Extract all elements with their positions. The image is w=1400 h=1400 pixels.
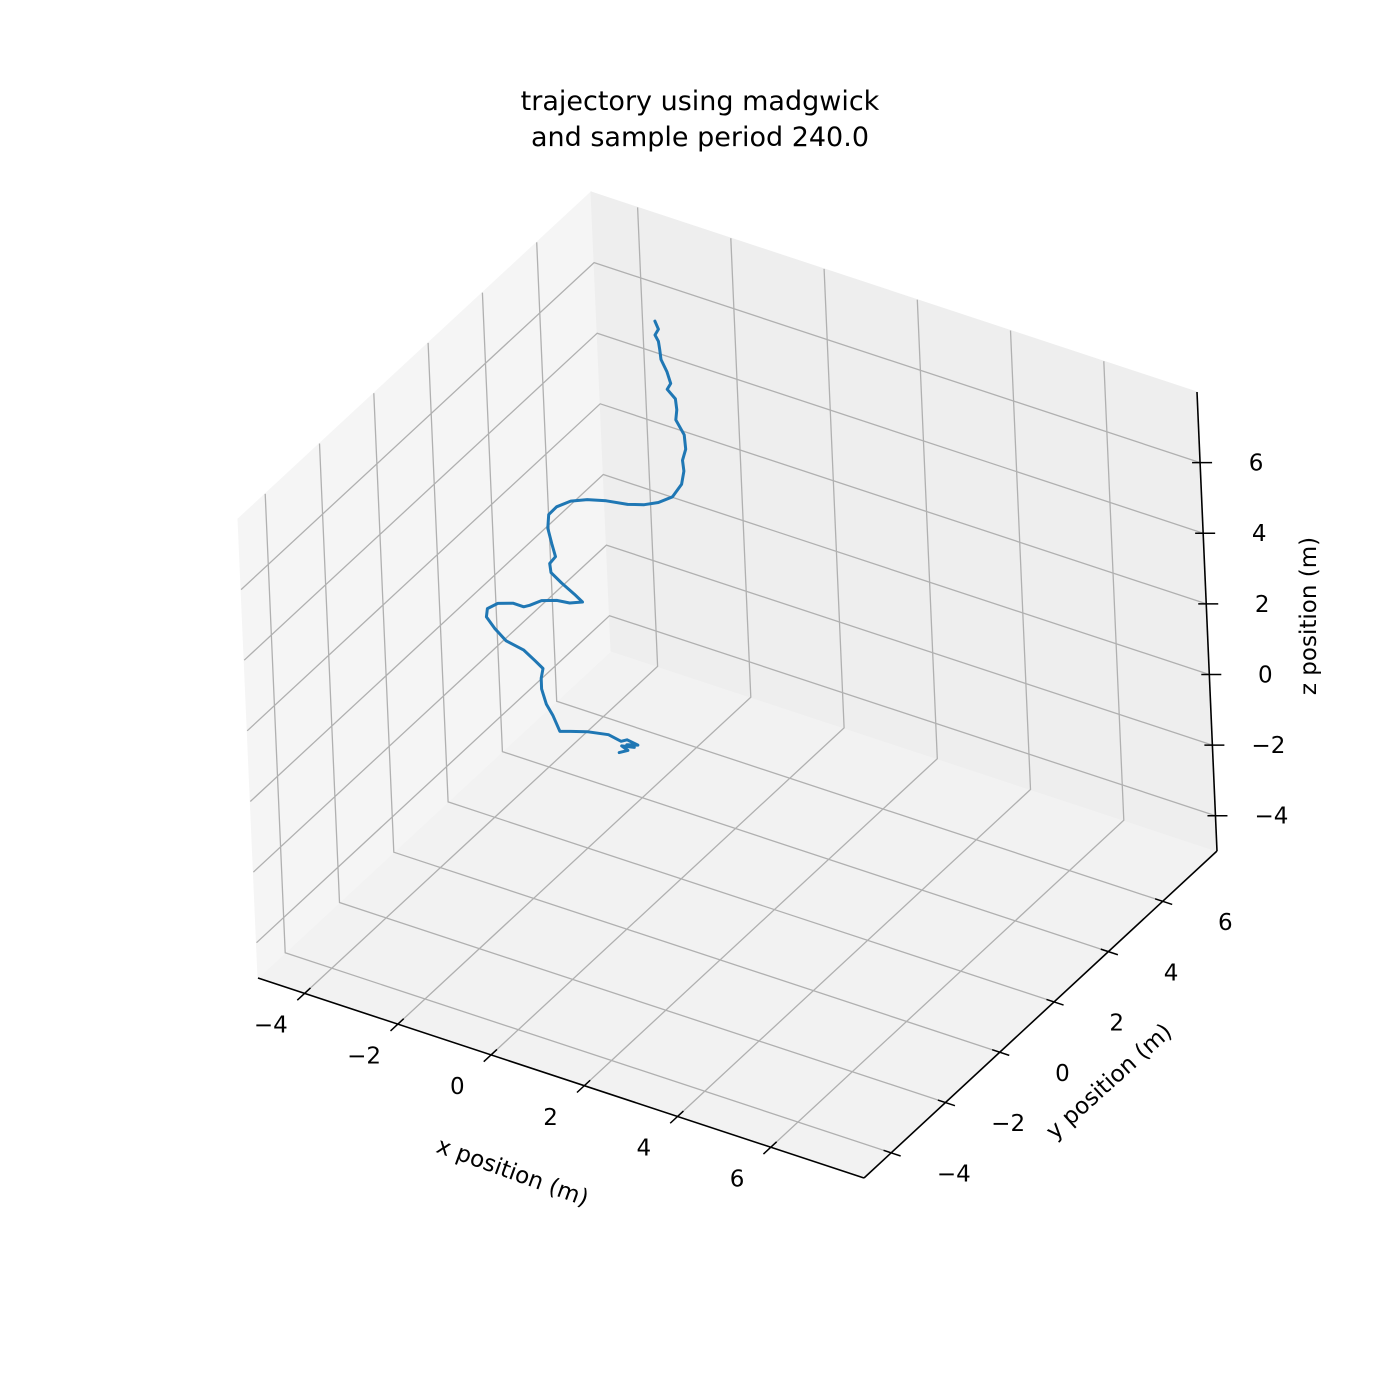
chart-title: trajectory using madgwick and sample per… bbox=[0, 84, 1400, 156]
y-gridline bbox=[481, 292, 1109, 953]
y-gridline bbox=[264, 493, 892, 1154]
y-tick-label: 4 bbox=[1164, 960, 1179, 986]
x-axis-label: x position (m) bbox=[433, 1133, 592, 1212]
y-tick-label: −2 bbox=[991, 1111, 1025, 1137]
x-tick-label: 2 bbox=[543, 1105, 558, 1131]
y-tick bbox=[1154, 898, 1173, 906]
y-gridline bbox=[536, 242, 1163, 902]
x-gridline bbox=[583, 299, 938, 1087]
x-tick bbox=[762, 1141, 778, 1155]
grid-layer bbox=[240, 207, 1216, 1154]
x-gridline bbox=[770, 361, 1125, 1148]
z-gridline bbox=[249, 473, 1210, 802]
z-gridline bbox=[246, 403, 1207, 732]
y-tick bbox=[1100, 948, 1119, 956]
z-tick-label: −4 bbox=[1255, 804, 1289, 830]
z-axis-line bbox=[1196, 391, 1218, 852]
z-tick-label: −2 bbox=[1251, 733, 1285, 759]
data-layer bbox=[484, 319, 688, 755]
x-gridline bbox=[677, 330, 1032, 1117]
y-tick-label: 2 bbox=[1109, 1011, 1124, 1037]
x-tick bbox=[669, 1110, 684, 1124]
z-tick-label: 6 bbox=[1249, 451, 1264, 477]
x-tick-label: −4 bbox=[254, 1013, 288, 1039]
x-tick-label: 0 bbox=[450, 1074, 465, 1100]
chart-title-line-2: and sample period 240.0 bbox=[530, 122, 869, 153]
z-tick-label: 0 bbox=[1258, 662, 1273, 688]
z-tick-label: 2 bbox=[1255, 592, 1270, 618]
y-tick-label: −4 bbox=[937, 1162, 971, 1188]
y-axis-line bbox=[863, 850, 1218, 1179]
z-tick-label: 4 bbox=[1252, 521, 1267, 547]
z-gridline bbox=[243, 332, 1204, 661]
x-tick-label: 4 bbox=[636, 1136, 651, 1162]
x-tick bbox=[483, 1048, 498, 1063]
trajectory-line bbox=[484, 319, 688, 755]
x-axis-line bbox=[257, 977, 865, 1179]
y-tick bbox=[991, 1049, 1010, 1057]
y-gridline bbox=[373, 393, 1001, 1053]
x-gridline bbox=[397, 238, 752, 1025]
z-gridline bbox=[252, 544, 1213, 873]
x-tick bbox=[576, 1079, 591, 1094]
z-gridline bbox=[240, 261, 1201, 591]
pane-layer bbox=[237, 190, 1218, 1179]
y-tick bbox=[1046, 998, 1064, 1006]
x-gridline bbox=[304, 207, 659, 994]
y-gridline bbox=[318, 443, 946, 1104]
y-gridline bbox=[427, 342, 1055, 1003]
x-tick-label: −2 bbox=[347, 1043, 381, 1069]
y-tick-label: 0 bbox=[1055, 1061, 1070, 1087]
y-tick bbox=[937, 1099, 956, 1107]
z-gridline bbox=[256, 614, 1216, 944]
x-tick bbox=[296, 987, 311, 1001]
axis-layer: −4 −2 0 2 4 6 −4 −2 0 2 4 6 −4 −2 0 2 4 6 bbox=[254, 391, 1289, 1192]
z-axis-label: z position (m) bbox=[1296, 537, 1322, 695]
x-tick bbox=[390, 1018, 405, 1032]
chart-title-line-1: trajectory using madgwick bbox=[520, 86, 880, 117]
y-tick bbox=[883, 1149, 901, 1157]
x-gridline bbox=[490, 268, 845, 1056]
x-tick-label: 6 bbox=[730, 1166, 745, 1192]
y-tick-label: 6 bbox=[1218, 910, 1233, 936]
